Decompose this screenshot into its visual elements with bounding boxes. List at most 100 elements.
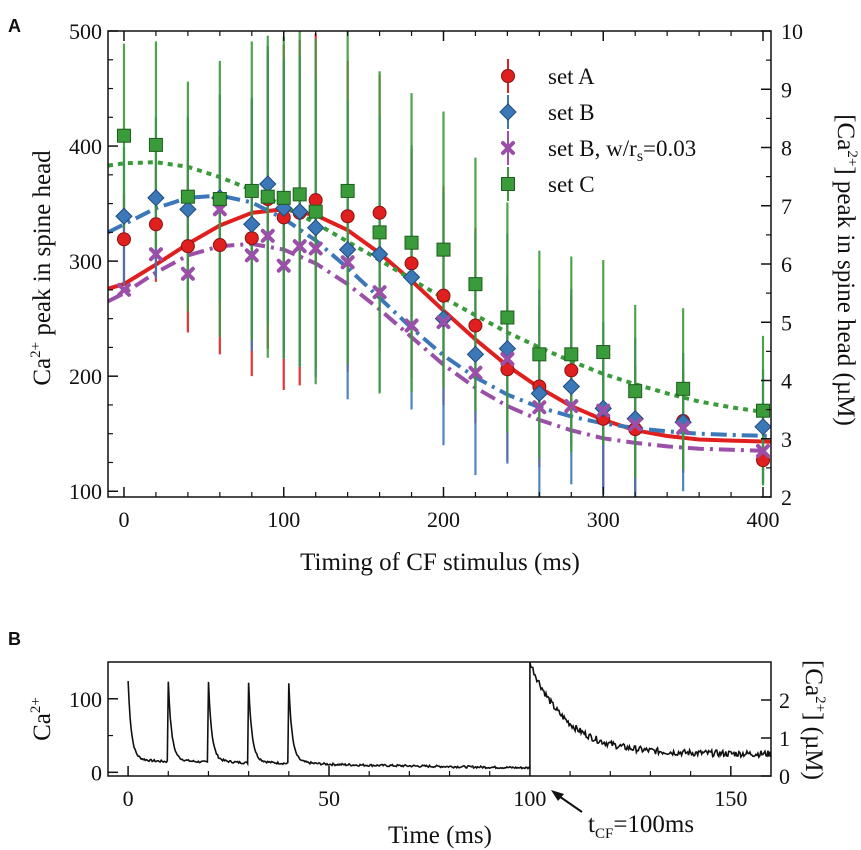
data-point bbox=[340, 255, 355, 270]
x-tick-label: 400 bbox=[747, 507, 780, 532]
legend-label: set B bbox=[548, 100, 595, 125]
panel-b-label: B bbox=[8, 629, 21, 649]
data-point bbox=[596, 403, 611, 418]
legend-marker bbox=[499, 103, 517, 121]
y-tick-label: 300 bbox=[69, 249, 102, 274]
y-right-tick-label: 3 bbox=[781, 427, 792, 452]
data-point bbox=[148, 137, 163, 152]
data-point bbox=[532, 400, 547, 415]
data-point bbox=[115, 207, 133, 225]
data-point bbox=[116, 128, 131, 143]
chart-a-frame bbox=[107, 30, 772, 498]
y-right-tick-label: 10 bbox=[781, 19, 803, 44]
x-tick-label: 0 bbox=[118, 507, 129, 532]
annotation-arrowhead bbox=[551, 790, 564, 801]
y-right-tick-label: 0 bbox=[779, 764, 790, 789]
y-right-tick-label: 6 bbox=[781, 252, 792, 277]
data-point bbox=[148, 247, 163, 262]
x-tick-label: 50 bbox=[318, 786, 340, 811]
chart-b-ylabel-right: [Ca2+] (µM) bbox=[800, 660, 828, 780]
data-point bbox=[275, 199, 293, 217]
legend-label: set B, w/rs=0.03 bbox=[548, 136, 696, 165]
data-point bbox=[436, 315, 451, 330]
legend-label: set C bbox=[548, 172, 595, 197]
data-point bbox=[532, 347, 547, 362]
annotation-tcf: tCF=100ms bbox=[588, 811, 694, 842]
x-tick-label: 0 bbox=[123, 786, 134, 811]
data-point bbox=[676, 381, 691, 396]
legend-marker bbox=[501, 177, 515, 191]
chart-a-error-bars bbox=[122, 31, 765, 497]
data-point bbox=[340, 209, 355, 224]
y-tick-label: 0 bbox=[91, 760, 102, 785]
x-tick-label: 300 bbox=[587, 507, 620, 532]
data-point bbox=[212, 202, 227, 217]
data-point bbox=[372, 225, 387, 240]
data-point bbox=[372, 205, 387, 220]
data-point bbox=[564, 347, 579, 362]
data-point bbox=[244, 231, 259, 246]
data-point bbox=[292, 187, 307, 202]
chart-b-ylabel: Ca2+ bbox=[28, 697, 56, 741]
x-tick-label: 200 bbox=[427, 507, 460, 532]
data-point bbox=[596, 345, 611, 360]
y-right-tick-label: 2 bbox=[779, 688, 790, 713]
data-point bbox=[116, 282, 131, 297]
data-point bbox=[148, 217, 163, 232]
chart-a-fit-curves bbox=[107, 160, 772, 453]
chart-a-markers bbox=[115, 128, 772, 468]
x-tick-label: 100 bbox=[513, 786, 546, 811]
data-point bbox=[564, 363, 579, 378]
x-tick-label: 150 bbox=[714, 786, 747, 811]
data-point bbox=[564, 399, 579, 414]
data-point bbox=[676, 420, 691, 435]
data-point bbox=[756, 403, 771, 418]
data-point bbox=[436, 242, 451, 257]
data-point bbox=[468, 318, 483, 333]
data-point bbox=[180, 266, 195, 281]
legend-label: set A bbox=[548, 64, 595, 89]
y-tick-label: 500 bbox=[69, 19, 102, 44]
data-point bbox=[340, 183, 355, 198]
data-point bbox=[500, 362, 515, 377]
data-point bbox=[468, 365, 483, 380]
y-tick-label: 100 bbox=[69, 687, 102, 712]
data-point bbox=[116, 232, 131, 247]
data-point bbox=[404, 318, 419, 333]
data-point bbox=[754, 418, 772, 436]
y-right-tick-label: 8 bbox=[781, 136, 792, 161]
y-right-tick-label: 1 bbox=[779, 726, 790, 751]
chart-b-trace bbox=[127, 661, 772, 770]
data-point bbox=[260, 189, 275, 204]
y-right-tick-label: 9 bbox=[781, 77, 792, 102]
data-point bbox=[244, 248, 259, 263]
data-point bbox=[179, 200, 197, 219]
data-point bbox=[291, 202, 309, 221]
data-point bbox=[292, 239, 307, 254]
data-point bbox=[308, 241, 323, 256]
fit-curve-1 bbox=[107, 193, 772, 438]
data-point bbox=[276, 258, 291, 273]
legend-marker bbox=[501, 141, 515, 155]
chart-b-ticks: 0 100 0 1 2 0 50 100 150 bbox=[69, 687, 790, 811]
fit-curve-2 bbox=[107, 241, 772, 453]
y-right-tick-label: 4 bbox=[781, 369, 792, 394]
data-point bbox=[259, 175, 277, 193]
data-point bbox=[436, 288, 451, 303]
data-point bbox=[306, 219, 325, 237]
fit-curve-3 bbox=[107, 160, 772, 415]
y-right-tick-label: 2 bbox=[781, 485, 792, 510]
data-point bbox=[147, 189, 165, 207]
x-tick-label: 100 bbox=[267, 507, 300, 532]
data-point bbox=[468, 277, 483, 292]
data-point bbox=[756, 443, 771, 458]
chart-a-legend: set A set B set B, w/rs=0.03 set C bbox=[499, 59, 696, 201]
data-point bbox=[628, 417, 643, 432]
data-point bbox=[466, 345, 485, 364]
data-point bbox=[372, 285, 387, 300]
chart-b-frame bbox=[107, 661, 772, 777]
chart-b-xlabel: Time (ms) bbox=[388, 822, 492, 849]
data-point bbox=[500, 310, 515, 325]
